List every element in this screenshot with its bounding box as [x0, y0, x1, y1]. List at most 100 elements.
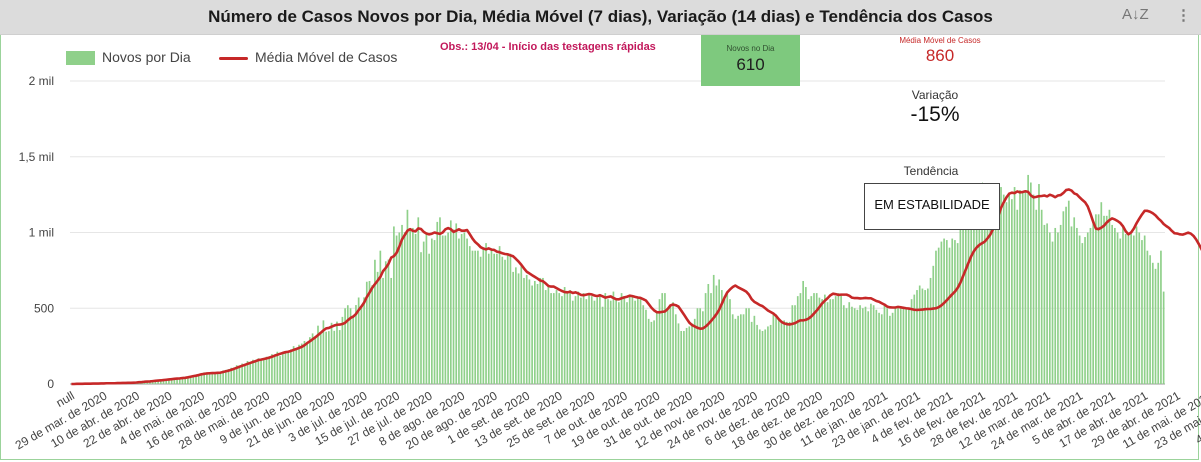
bar-daily-cases[interactable]	[710, 293, 712, 384]
bar-daily-cases[interactable]	[807, 299, 810, 384]
bar-daily-cases[interactable]	[777, 318, 780, 384]
bar-daily-cases[interactable]	[336, 321, 338, 384]
bar-daily-cases[interactable]	[1103, 215, 1105, 384]
bar-daily-cases[interactable]	[219, 372, 222, 384]
bar-daily-cases[interactable]	[165, 379, 168, 384]
bar-daily-cases[interactable]	[623, 296, 626, 384]
bar-daily-cases[interactable]	[837, 293, 840, 384]
bar-daily-cases[interactable]	[322, 320, 325, 384]
bar-daily-cases[interactable]	[655, 311, 658, 384]
bar-daily-cases[interactable]	[1067, 200, 1070, 384]
bar-daily-cases[interactable]	[631, 296, 634, 384]
bar-daily-cases[interactable]	[842, 305, 845, 384]
bar-daily-cases[interactable]	[975, 209, 978, 384]
bar-daily-cases[interactable]	[355, 305, 357, 384]
bar-daily-cases[interactable]	[994, 224, 997, 384]
bar-daily-cases[interactable]	[1084, 237, 1086, 384]
bar-daily-cases[interactable]	[455, 223, 458, 384]
bar-daily-cases[interactable]	[536, 284, 539, 384]
bar-daily-cases[interactable]	[1146, 250, 1149, 384]
bar-daily-cases[interactable]	[750, 321, 753, 384]
bar-daily-cases[interactable]	[558, 293, 561, 384]
bar-daily-cases[interactable]	[512, 271, 514, 384]
bar-daily-cases[interactable]	[737, 315, 739, 384]
bar-daily-cases[interactable]	[504, 259, 506, 384]
bar-daily-cases[interactable]	[292, 346, 295, 384]
bar-daily-cases[interactable]	[780, 320, 783, 384]
bar-daily-cases[interactable]	[897, 306, 899, 384]
bar-daily-cases[interactable]	[485, 243, 487, 384]
bar-daily-cases[interactable]	[872, 305, 875, 384]
bar-daily-cases[interactable]	[468, 246, 471, 384]
bar-daily-cases[interactable]	[810, 296, 813, 384]
bar-daily-cases[interactable]	[298, 344, 300, 384]
bar-daily-cases[interactable]	[669, 306, 672, 384]
bar-daily-cases[interactable]	[959, 224, 962, 384]
bar-daily-cases[interactable]	[243, 364, 246, 384]
bar-daily-cases[interactable]	[761, 330, 764, 384]
bar-daily-cases[interactable]	[870, 303, 872, 384]
bar-daily-cases[interactable]	[452, 229, 455, 384]
bar-daily-cases[interactable]	[764, 329, 767, 384]
bar-daily-cases[interactable]	[943, 238, 945, 384]
bar-daily-cases[interactable]	[477, 250, 479, 384]
bar-daily-cases[interactable]	[379, 250, 382, 384]
bar-daily-cases[interactable]	[211, 373, 214, 384]
bar-daily-cases[interactable]	[157, 380, 159, 384]
bar-daily-cases[interactable]	[214, 373, 216, 384]
bar-daily-cases[interactable]	[544, 290, 547, 384]
moving-average-line[interactable]	[71, 188, 1201, 386]
bar-daily-cases[interactable]	[783, 320, 786, 384]
bar-daily-cases[interactable]	[303, 340, 306, 384]
bar-daily-cases[interactable]	[1065, 206, 1067, 384]
bar-daily-cases[interactable]	[1073, 217, 1076, 384]
bar-daily-cases[interactable]	[788, 321, 791, 384]
bar-daily-cases[interactable]	[726, 293, 729, 384]
bar-daily-cases[interactable]	[620, 293, 623, 384]
bar-daily-cases[interactable]	[1138, 232, 1141, 385]
bar-daily-cases[interactable]	[501, 256, 504, 384]
bar-daily-cases[interactable]	[642, 305, 645, 384]
bar-daily-cases[interactable]	[940, 241, 943, 384]
bar-daily-cases[interactable]	[309, 337, 311, 384]
bar-daily-cases[interactable]	[818, 297, 821, 384]
bar-daily-cases[interactable]	[661, 293, 664, 384]
bar-daily-cases[interactable]	[861, 308, 864, 384]
bar-daily-cases[interactable]	[487, 253, 490, 384]
bar-daily-cases[interactable]	[569, 290, 571, 384]
bar-daily-cases[interactable]	[1160, 250, 1162, 384]
bar-daily-cases[interactable]	[880, 314, 883, 384]
bar-daily-cases[interactable]	[284, 351, 287, 384]
bar-daily-cases[interactable]	[420, 252, 422, 384]
bar-daily-cases[interactable]	[580, 297, 582, 384]
bar-daily-cases[interactable]	[851, 306, 853, 384]
bar-daily-cases[interactable]	[634, 300, 636, 384]
bar-daily-cases[interactable]	[910, 299, 913, 384]
bar-daily-cases[interactable]	[225, 369, 227, 384]
bar-daily-cases[interactable]	[1143, 235, 1146, 384]
bar-daily-cases[interactable]	[1081, 243, 1084, 384]
bar-daily-cases[interactable]	[254, 360, 257, 384]
bar-daily-cases[interactable]	[539, 277, 542, 384]
bar-daily-cases[interactable]	[1105, 215, 1108, 384]
bar-daily-cases[interactable]	[197, 374, 200, 384]
bar-daily-cases[interactable]	[875, 309, 878, 384]
bar-daily-cases[interactable]	[262, 358, 265, 384]
bar-daily-cases[interactable]	[769, 324, 772, 384]
bar-daily-cases[interactable]	[395, 235, 398, 384]
bar-daily-cases[interactable]	[330, 322, 333, 384]
bar-daily-cases[interactable]	[1154, 268, 1157, 384]
bar-daily-cases[interactable]	[192, 375, 195, 384]
bar-daily-cases[interactable]	[574, 296, 577, 384]
bar-daily-cases[interactable]	[815, 293, 818, 384]
bar-daily-cases[interactable]	[265, 356, 268, 384]
bar-daily-cases[interactable]	[707, 284, 710, 384]
bar-daily-cases[interactable]	[1021, 191, 1024, 384]
bar-daily-cases[interactable]	[341, 316, 344, 384]
bar-daily-cases[interactable]	[577, 291, 580, 384]
bar-daily-cases[interactable]	[647, 318, 650, 384]
bar-daily-cases[interactable]	[268, 356, 271, 384]
bar-daily-cases[interactable]	[1092, 220, 1095, 384]
bar-daily-cases[interactable]	[1027, 174, 1029, 384]
bar-daily-cases[interactable]	[609, 300, 612, 384]
